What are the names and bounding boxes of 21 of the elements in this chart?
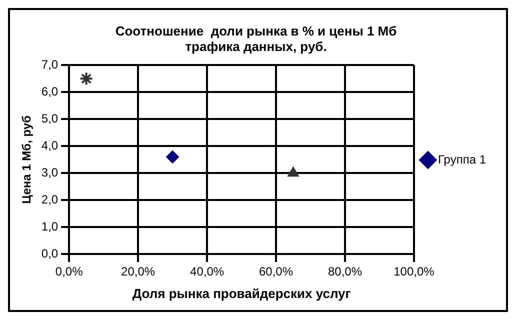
- x-axis-title: Доля рынка провайдерских услуг: [132, 286, 352, 301]
- point: [288, 166, 299, 177]
- y-tick-label: 4,0: [41, 138, 58, 152]
- point: [79, 72, 94, 86]
- x-tick-label: 100,0%: [394, 264, 435, 279]
- chart-title: Соотношение доли рынка в % и цены 1 Мб трафика данных, руб.: [115, 23, 397, 54]
- y-tick-label: 5,0: [41, 111, 58, 126]
- point: [166, 150, 180, 164]
- x-tick-label: 20,0%: [121, 264, 156, 279]
- y-tick-label: 0,0: [41, 246, 58, 260]
- x-tick-label: 0,0%: [55, 264, 84, 279]
- y-tick-label: 1,0: [41, 219, 58, 234]
- legend-label: Группа 1: [438, 152, 486, 166]
- x-tick-label: 40,0%: [190, 264, 224, 279]
- y-tick-label: 6,0: [41, 84, 58, 98]
- x-tick-label: 60,0%: [258, 264, 294, 279]
- y-axis-title: Цена 1 Мб, руб: [20, 116, 34, 204]
- y-tick-label: 3,0: [41, 165, 58, 180]
- y-tick-label: 2,0: [41, 192, 58, 206]
- x-tick-label: 80,0%: [328, 264, 362, 279]
- y-tick-label: 7,0: [41, 58, 58, 72]
